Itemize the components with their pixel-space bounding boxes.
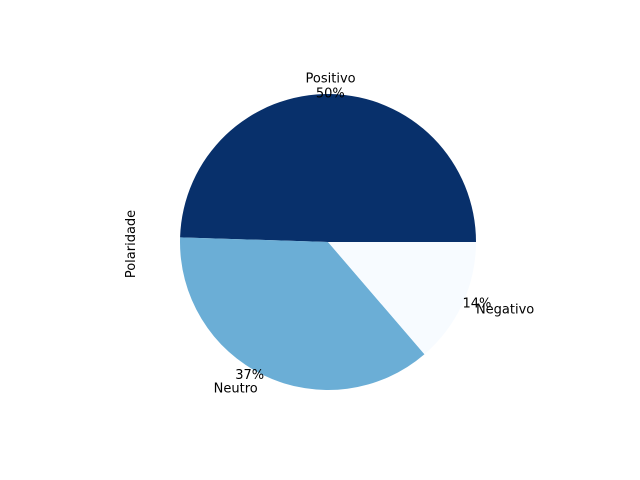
slice-label-neutro: Neutro bbox=[214, 381, 258, 396]
slice-pct-label-neutro: 37% bbox=[235, 368, 264, 383]
slice-pct-label-negativo: 14% bbox=[463, 296, 492, 311]
pie-slice-negativo bbox=[328, 242, 476, 355]
slice-label-negativo: Negativo bbox=[476, 302, 534, 317]
pie-slices bbox=[179, 93, 476, 391]
y-axis-label: Polaridade bbox=[124, 210, 139, 278]
slice-pct-label-positivo: 50% bbox=[316, 87, 345, 102]
pie-slice-positivo bbox=[180, 93, 476, 242]
pie-slice-neutro bbox=[179, 237, 425, 391]
slice-label-positivo: Positivo bbox=[306, 72, 356, 87]
